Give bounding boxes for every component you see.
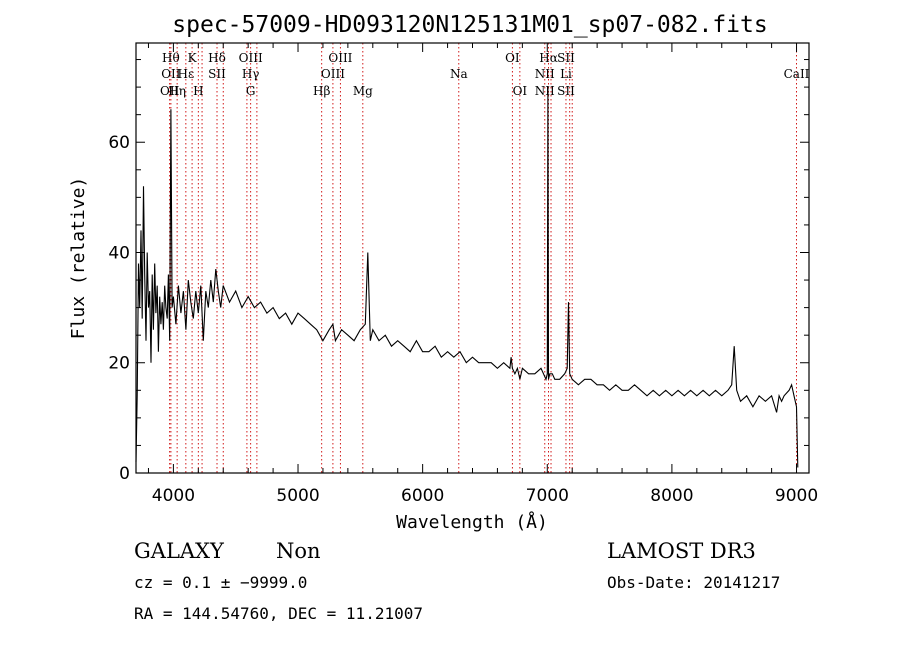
line-marker-label: H [193,84,203,98]
line-marker-label: Hε [178,67,195,81]
observation-date: Obs-Date: 20141217 [607,573,780,592]
redshift-cz: cz = 0.1 ± −9999.0 [134,573,307,592]
line-marker-label: Hθ [162,51,180,65]
plot-frame [135,42,810,474]
emission-line-markers [169,43,797,473]
x-tick-label: 7000 [526,486,569,506]
x-axis-label: Wavelength (Å) [396,511,548,533]
sky-coordinates: RA = 144.54760, DEC = 11.21007 [134,604,423,623]
line-marker-label: SII [557,51,575,65]
flux-series-line [135,87,799,468]
line-marker-label: NII [535,67,555,81]
line-marker-label: OIII [328,51,352,65]
line-marker-label: OI [513,84,528,98]
x-tick-label: 4000 [152,486,195,506]
y-tick-label: 60 [108,133,130,153]
line-marker-label: OIII [321,67,345,81]
line-marker-label: Na [450,67,468,81]
y-tick-label: 20 [108,354,130,374]
chart-title: spec-57009-HD093120N125131M01_sp07-082.f… [172,12,767,38]
line-marker-label: OIII [239,51,263,65]
y-axis-ticks: 0 20 40 60 [108,59,809,484]
line-marker-label: Hβ [313,84,330,98]
line-marker-label: Hη [168,84,186,98]
line-marker-label: OI [505,51,520,65]
object-subclass: Non [276,539,321,563]
line-marker-label: SII [557,84,575,98]
x-tick-label: 5000 [276,486,319,506]
line-marker-label: K [188,51,198,65]
y-tick-label: 0 [119,464,130,484]
x-tick-label: 8000 [650,486,693,506]
line-marker-label: OII [161,67,181,81]
line-marker-label: G [246,84,256,98]
x-tick-label: 6000 [401,486,444,506]
line-marker-label: OII [160,84,180,98]
x-tick-label: 9000 [775,486,818,506]
line-marker-label: SII [208,67,226,81]
x-axis-ticks: 4000 5000 6000 7000 8000 9000 [147,43,818,506]
line-marker-label: Mg [353,84,373,98]
line-marker-label: Hγ [242,67,260,81]
line-marker-label: Li [560,67,572,81]
line-marker-label: CaII [784,67,810,81]
y-axis-label: Flux (relative) [68,177,89,340]
survey-name: LAMOST DR3 [607,539,756,563]
line-marker-label: Hα [539,51,558,65]
object-class: GALAXY [134,539,225,563]
line-marker-label: Hδ [208,51,226,65]
line-marker-label: NII [535,84,555,98]
y-tick-label: 40 [108,243,130,263]
